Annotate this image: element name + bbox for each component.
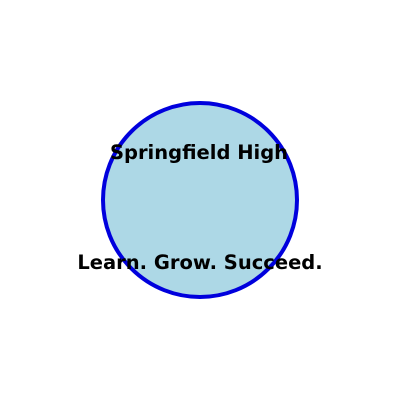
- school-motto: Learn. Grow. Succeed.: [77, 251, 322, 274]
- school-name: Springfield High: [110, 141, 288, 164]
- emblem-circle: [101, 101, 299, 299]
